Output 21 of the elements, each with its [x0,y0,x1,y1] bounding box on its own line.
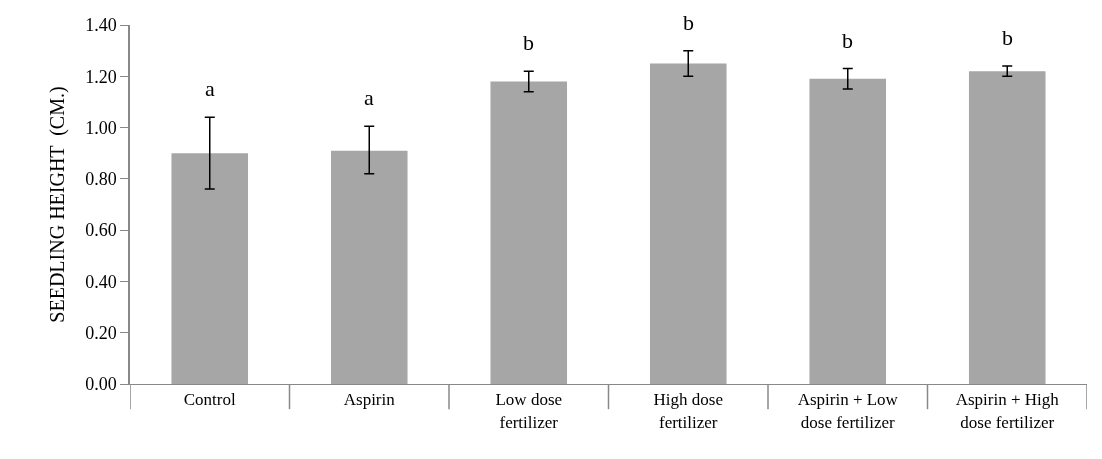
x-tick-label: High dose fertilizer [653,390,723,432]
annotation: b [842,28,853,53]
x-tick-label: Aspirin + Low dose fertilizer [797,390,899,432]
x-tick-label: Aspirin + High dose fertilizer [955,390,1060,432]
y-tick-label: 0.80 [85,169,117,190]
x-tick-label: Low dose fertilizer [495,390,563,432]
y-tick-label: 1.00 [85,117,117,138]
y-tick-label: 1.20 [85,66,117,87]
annotation: b [683,10,694,35]
y-tick-label: 0.40 [85,271,117,292]
y-tick-label: 0.20 [85,323,117,344]
annotation: b [1002,25,1013,50]
y-tick-label: 0.60 [85,220,117,241]
y-axis-title: SEEDLING HEIGHT (CM.) [46,86,70,323]
annotation: a [205,76,215,101]
x-tick-label: Control [183,390,236,410]
x-tick-label: Aspirin [343,390,396,410]
annotation: b [523,30,534,55]
y-tick-label: 0.00 [85,374,117,395]
y-tick-label: 1.40 [85,15,117,36]
annotation: a [364,85,374,110]
